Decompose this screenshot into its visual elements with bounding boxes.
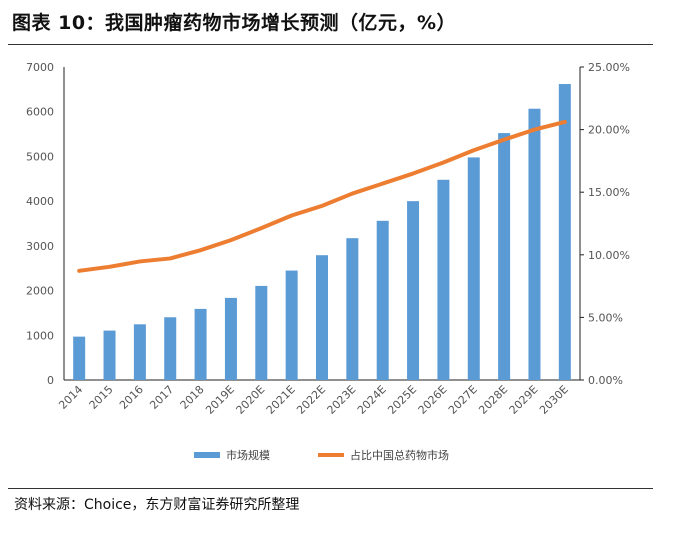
right-tick-label: 25.00% <box>588 61 630 74</box>
x-tick-label: 2020E <box>234 383 268 417</box>
bar-2021E <box>285 270 298 380</box>
title-divider <box>8 44 653 45</box>
bar-2017 <box>164 317 177 380</box>
source-divider <box>8 488 653 489</box>
bar-2016 <box>133 324 146 380</box>
left-tick-label: 6000 <box>26 106 54 119</box>
bar-2023E <box>346 238 359 380</box>
x-tick-label: 2028E <box>476 383 510 417</box>
x-tick-label: 2014 <box>56 383 85 412</box>
left-tick-label: 1000 <box>26 329 54 342</box>
bar-2030E <box>558 84 571 381</box>
x-tick-label: 2022E <box>294 383 328 417</box>
right-tick-label: 10.00% <box>588 249 630 262</box>
bar-2020E <box>255 285 268 380</box>
right-tick-label: 20.00% <box>588 124 630 137</box>
bar-2022E <box>316 255 328 380</box>
right-tick-label: 5.00% <box>588 311 623 324</box>
bar-2024E <box>376 220 389 380</box>
left-tick-label: 2000 <box>26 285 54 298</box>
share-line <box>77 119 567 273</box>
left-tick-label: 0 <box>47 374 54 387</box>
bar-2027E <box>467 157 480 380</box>
x-tick-label: 2025E <box>385 383 419 417</box>
bar-2025E <box>407 201 420 380</box>
bar-2029E <box>528 108 541 380</box>
bar-2018 <box>194 308 207 380</box>
left-tick-label: 3000 <box>26 240 54 253</box>
x-tick-label: 2030E <box>537 383 571 417</box>
x-tick-label: 2023E <box>325 383 359 417</box>
bar-2026E <box>437 179 450 380</box>
x-tick-label: 2019E <box>203 383 237 417</box>
x-tick-label: 2016 <box>117 383 146 412</box>
right-tick-label: 0.00% <box>588 374 623 387</box>
x-tick-label: 2017 <box>147 383 176 412</box>
bar-2015 <box>103 330 116 380</box>
source-note: 资料来源：Choice，东方财富证券研究所整理 <box>14 497 300 513</box>
right-tick-label: 15.00% <box>588 186 630 199</box>
chart-title: 图表 10：我国肿瘤药物市场增长预测（亿元，%） <box>12 12 457 34</box>
x-tick-label: 2027E <box>446 383 480 417</box>
bar-2028E <box>498 133 511 380</box>
left-tick-label: 5000 <box>26 150 54 163</box>
legend-bar-swatch <box>194 452 220 458</box>
bar-2014 <box>73 336 86 380</box>
x-tick-label: 2026E <box>416 383 450 417</box>
x-tick-label: 2029E <box>507 383 541 417</box>
left-tick-label: 7000 <box>26 61 54 74</box>
x-tick-label: 2015 <box>87 383 116 412</box>
x-tick-label: 2021E <box>264 383 298 417</box>
legend-line-label: 占比中国总药物市场 <box>350 448 449 462</box>
left-tick-label: 4000 <box>26 195 54 208</box>
legend-bar-label: 市场规模 <box>226 448 270 462</box>
bar-2019E <box>224 297 237 380</box>
x-tick-label: 2024E <box>355 383 389 417</box>
